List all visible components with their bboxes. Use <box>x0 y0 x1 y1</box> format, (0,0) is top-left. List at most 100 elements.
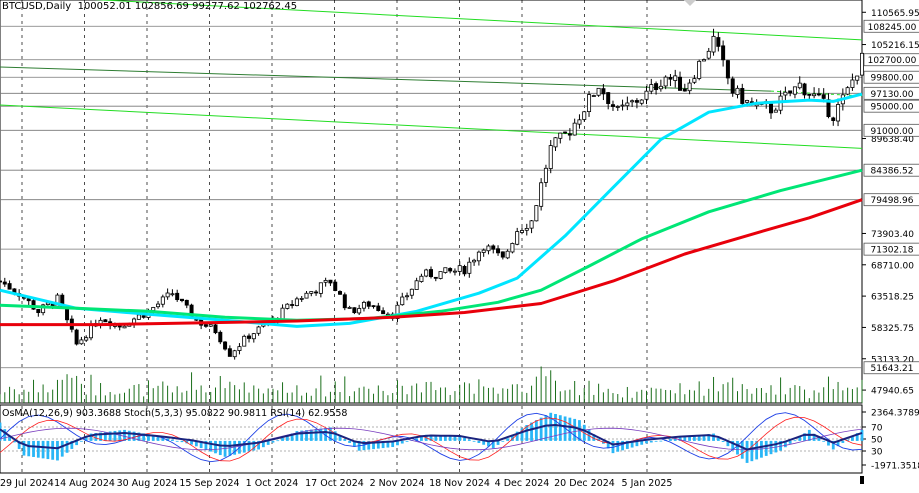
osma-bar <box>688 436 691 441</box>
candle-body <box>424 269 429 277</box>
candle-body <box>227 348 232 357</box>
candle-body <box>816 93 821 96</box>
osma-bar <box>779 440 782 451</box>
osma-bar <box>27 440 31 457</box>
candle-body <box>328 279 333 284</box>
osma-bar <box>400 440 404 444</box>
price-label-box <box>863 86 919 100</box>
osma-bar <box>817 437 821 441</box>
osma-bar <box>36 440 40 458</box>
candle-body <box>563 131 568 134</box>
candle-body <box>486 245 491 252</box>
osma-bar <box>372 440 375 450</box>
candle-body <box>309 291 314 294</box>
osma-bar <box>228 440 232 456</box>
candle-body <box>0 280 3 283</box>
candle-body <box>625 102 630 107</box>
candle-body <box>582 111 587 120</box>
osma-bar <box>247 440 251 452</box>
osma-bar <box>386 440 390 448</box>
candle-body <box>352 307 357 314</box>
osma-bar <box>544 415 548 441</box>
candle-body <box>41 304 46 314</box>
osma-bar <box>0 422 2 441</box>
osma-bar <box>654 440 658 442</box>
x-tick-label: 1 Oct 2024 <box>246 478 299 489</box>
candle-body <box>414 280 419 290</box>
osma-bar <box>434 435 438 441</box>
osma-bar <box>218 440 222 456</box>
ma-slow-line <box>0 198 863 327</box>
osma-bar <box>477 440 481 443</box>
osma-bar <box>190 440 193 445</box>
y-tick-label: 47940.65 <box>871 387 914 397</box>
osma-bar <box>846 439 850 441</box>
x-tick-label: 30 Aug 2024 <box>117 478 178 489</box>
candle-body <box>136 314 141 320</box>
osma-bar <box>314 429 318 441</box>
y-tick-label: 89638.40 <box>871 135 914 145</box>
osma-bar <box>841 440 845 443</box>
candle-body <box>682 88 687 92</box>
osma-bar <box>271 440 275 443</box>
candle-body <box>79 339 84 345</box>
osma-bar <box>156 436 160 441</box>
osma-bar <box>233 440 237 455</box>
osma-bar <box>51 440 55 460</box>
osma-bar <box>290 433 294 441</box>
candle-body <box>745 100 750 103</box>
candle-body <box>156 303 161 308</box>
candle-body <box>510 243 515 253</box>
indicator-label: 2364.3789 <box>871 409 919 419</box>
osma-bar <box>472 440 476 442</box>
candle-body <box>649 84 654 92</box>
osma-bar <box>281 437 284 441</box>
candle-body <box>381 310 386 315</box>
price-label-box <box>863 193 919 207</box>
osma-bar <box>56 440 59 461</box>
price-level-label: 51643.21 <box>871 364 914 374</box>
osma-bar <box>127 430 131 441</box>
candle-body <box>400 296 405 306</box>
candle-body <box>409 288 414 296</box>
osma-bar <box>367 440 371 450</box>
osma-bar <box>60 440 64 457</box>
ma-mid-line <box>0 168 863 322</box>
candle-body <box>788 90 793 94</box>
osma-bar <box>309 429 313 441</box>
candle-body <box>203 324 208 327</box>
candle-body <box>184 299 189 306</box>
candle-body <box>361 301 366 309</box>
candle-body <box>630 100 635 103</box>
osma-bar <box>525 425 529 441</box>
candle-body <box>500 251 505 258</box>
osma-bar <box>716 437 720 441</box>
candle-body <box>419 275 424 282</box>
osma-bar <box>41 440 45 459</box>
candle-body <box>175 292 180 301</box>
x-tick-label: 20 Dec 2024 <box>554 478 615 489</box>
candle-body <box>141 315 146 318</box>
osma-bar <box>443 435 447 441</box>
osma-bar <box>851 436 854 441</box>
osma-bar <box>501 440 505 442</box>
osma-bar <box>343 439 347 441</box>
candle-body <box>285 303 290 309</box>
candle-body <box>165 292 170 298</box>
candle-body <box>596 87 601 96</box>
candle-body <box>496 248 501 254</box>
ma-fast-line <box>0 92 863 328</box>
candle-body <box>103 319 108 323</box>
candle-body <box>567 133 572 136</box>
osma-bar <box>539 417 543 441</box>
osma-bar <box>549 412 553 441</box>
candle-body <box>591 95 596 97</box>
candle-body <box>792 86 797 95</box>
osma-bar <box>568 417 572 441</box>
osma-bar <box>352 440 356 447</box>
osma-bar <box>300 430 304 441</box>
candle-body <box>472 259 477 263</box>
osma-bar <box>415 438 419 441</box>
candle-body <box>237 346 242 351</box>
candle-body <box>673 75 678 81</box>
